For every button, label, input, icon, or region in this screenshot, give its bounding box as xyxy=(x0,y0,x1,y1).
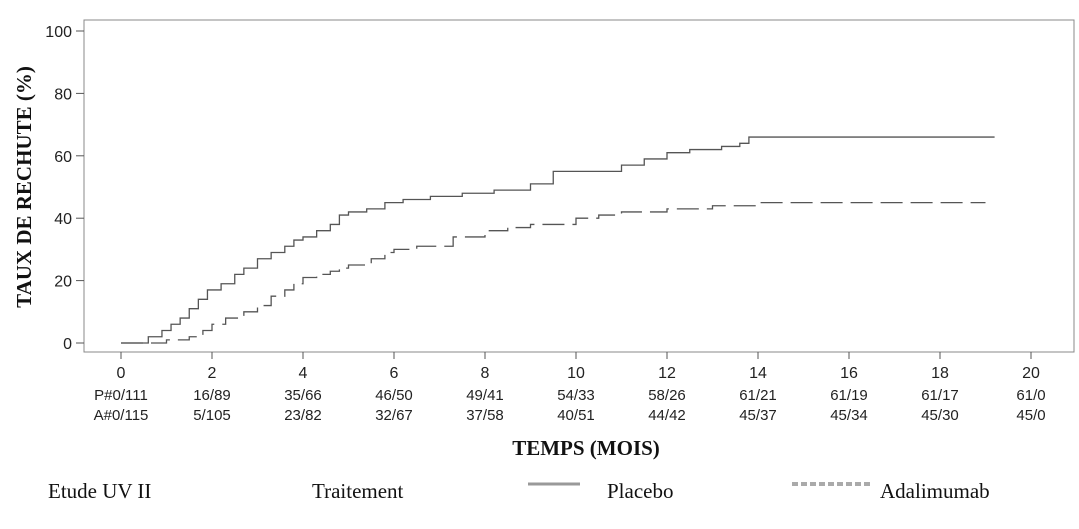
x-tick-label: 10 xyxy=(567,365,585,382)
risk-cell: 46/50 xyxy=(375,387,413,404)
legend-label-placebo: Placebo xyxy=(607,479,674,503)
y-tick-label: 40 xyxy=(54,211,72,228)
y-tick-label: 0 xyxy=(63,336,72,353)
x-tick-label: 20 xyxy=(1022,365,1040,382)
study-label: Etude UV II xyxy=(48,479,152,503)
risk-cell: P#0/111 xyxy=(94,387,148,404)
risk-cell: 45/34 xyxy=(830,407,868,424)
risk-cell: 58/26 xyxy=(648,387,686,404)
treatment-label: Traitement xyxy=(312,479,404,503)
legend-label-adalimumab: Adalimumab xyxy=(880,479,990,503)
risk-cell: 23/82 xyxy=(284,407,322,424)
risk-cell: 37/58 xyxy=(466,407,504,424)
x-tick-label: 2 xyxy=(208,365,217,382)
risk-cell: 35/66 xyxy=(284,387,322,404)
x-tick-label: 12 xyxy=(658,365,676,382)
risk-cell: 49/41 xyxy=(466,387,504,404)
y-tick-label: 80 xyxy=(54,86,72,103)
risk-cell: 16/89 xyxy=(193,387,231,404)
risk-cell: 54/33 xyxy=(557,387,595,404)
y-axis: 0 20 40 60 80 100 xyxy=(45,24,84,353)
x-tick-label: 16 xyxy=(840,365,858,382)
x-tick-label: 6 xyxy=(390,365,399,382)
x-tick-label: 0 xyxy=(117,365,126,382)
risk-cell: 45/37 xyxy=(739,407,777,424)
y-tick-label: 20 xyxy=(54,274,72,291)
risk-cell: 61/0 xyxy=(1016,387,1045,404)
risk-cell: 45/30 xyxy=(921,407,959,424)
x-axis-title: TEMPS (MOIS) xyxy=(512,436,660,460)
risk-cell: 61/21 xyxy=(739,387,777,404)
x-tick-label: 8 xyxy=(481,365,490,382)
series-line-placebo xyxy=(121,136,995,344)
risk-cell: 61/17 xyxy=(921,387,959,404)
risk-cell: A#0/115 xyxy=(94,407,149,424)
risk-cell: 40/51 xyxy=(557,407,595,424)
plot-frame xyxy=(83,19,1075,353)
y-axis-title: TAUX DE RECHUTE (%) xyxy=(12,66,36,308)
risk-cell: 61/19 xyxy=(830,387,868,404)
y-tick-label: 60 xyxy=(54,149,72,166)
risk-cell: 32/67 xyxy=(375,407,413,424)
risk-table: P#0/111 16/89 35/66 46/50 49/41 54/33 58/26 61/… xyxy=(94,387,1046,424)
risk-cell: 45/0 xyxy=(1016,407,1045,424)
y-tick-label: 100 xyxy=(45,24,72,41)
series-layer xyxy=(121,136,995,344)
x-tick-label: 4 xyxy=(299,365,308,382)
x-axis: 0 2 4 6 8 10 12 14 16 18 20 xyxy=(117,352,1040,382)
x-tick-label: 14 xyxy=(749,365,767,382)
risk-cell: 5/105 xyxy=(193,407,231,424)
x-tick-label: 18 xyxy=(931,365,949,382)
series-line-adalimumab xyxy=(121,201,986,344)
risk-cell: 44/42 xyxy=(648,407,686,424)
